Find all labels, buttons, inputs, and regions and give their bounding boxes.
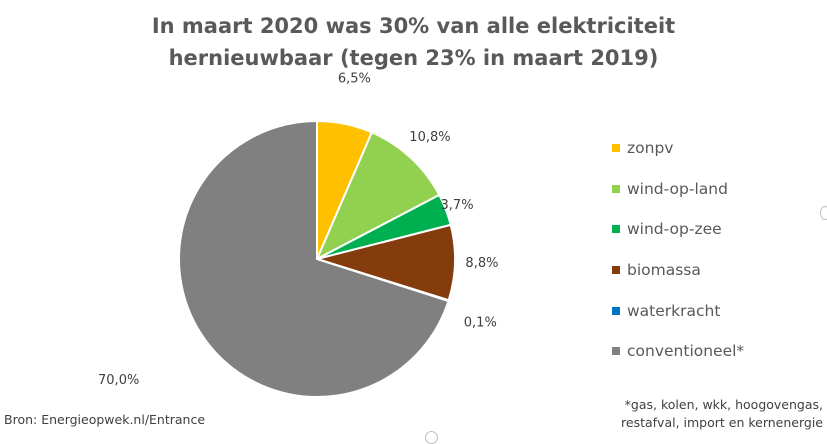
legend-label: waterkracht — [627, 301, 721, 320]
data-label-biomassa: 8,8% — [465, 256, 498, 271]
legend-swatch — [612, 266, 620, 275]
chart-title-line-2: hernieuwbaar (tegen 23% in maart 2019) — [168, 46, 659, 70]
source-note: Bron: Energieopwek.nl/Entrance — [4, 412, 206, 427]
data-label-conventioneel: 70,0% — [98, 373, 139, 388]
pie-slice-conventioneel — [178, 119, 450, 398]
legend-label: biomassa — [627, 261, 701, 280]
legend-label: zonpv — [627, 139, 674, 158]
data-label-zonpv: 6,5% — [338, 71, 371, 86]
resize-handle-right[interactable] — [820, 206, 827, 220]
legend-item-waterkracht: waterkracht — [612, 290, 744, 331]
legend-label: conventioneel* — [627, 342, 745, 361]
chart-title-line-1: In maart 2020 was 30% van alle elektrici… — [151, 14, 676, 38]
legend-item-wind-op-land: wind-op-land — [612, 169, 744, 210]
legend-swatch — [612, 306, 620, 315]
pie-slice-wind-op-land — [314, 131, 441, 262]
legend-swatch — [612, 347, 620, 356]
footnote-line-1: *gas, kolen, wkk, hoogovengas, — [624, 397, 823, 412]
chart-legend: zonpv wind-op-land wind-op-zee biomassa wate… — [612, 128, 744, 372]
legend-item-wind-op-zee: wind-op-zee — [612, 209, 744, 250]
legend-swatch — [612, 144, 620, 153]
data-label-waterkracht: 0,1% — [464, 315, 497, 330]
legend-item-biomassa: biomassa — [612, 250, 744, 291]
legend-swatch — [612, 184, 620, 193]
data-label-wind-op-land: 10,8% — [409, 130, 450, 145]
legend-label: wind-op-zee — [627, 220, 722, 239]
data-label-wind-op-zee: 3,7% — [441, 198, 474, 213]
legend-swatch — [612, 225, 620, 234]
legend-item-conventioneel: conventioneel* — [612, 331, 744, 372]
chart-title: In maart 2020 was 30% van alle elektrici… — [0, 10, 827, 74]
legend-item-zonpv: zonpv — [612, 128, 744, 169]
legend-label: wind-op-land — [627, 179, 728, 198]
footnote-line-2: restafval, import en kernenergie — [621, 415, 823, 430]
resize-handle-bottom[interactable] — [425, 431, 438, 444]
footnote: *gas, kolen, wkk, hoogovengas, restafval… — [621, 396, 823, 432]
